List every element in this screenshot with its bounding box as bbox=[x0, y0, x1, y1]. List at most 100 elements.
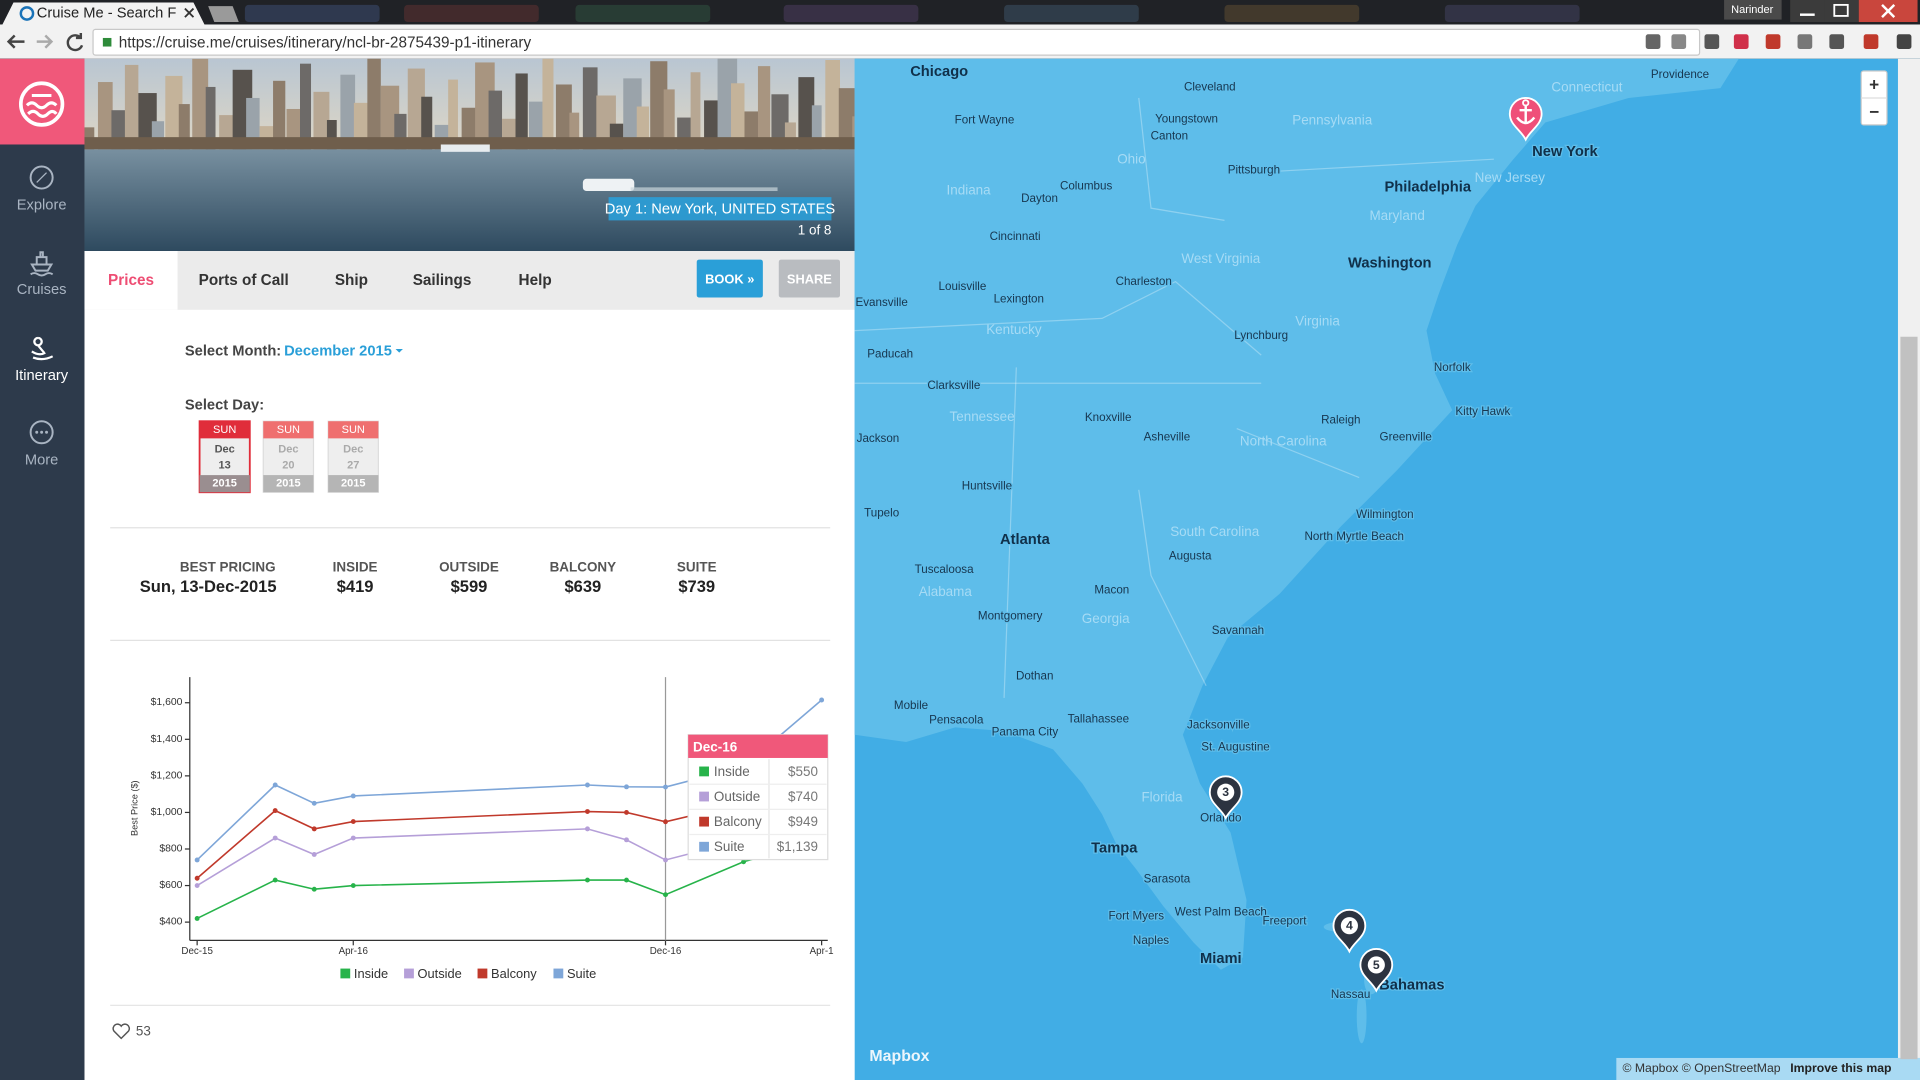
attribution[interactable]: © Mapbox © OpenStreetMap bbox=[1622, 1061, 1780, 1075]
hero-building bbox=[757, 66, 771, 150]
heart-icon[interactable] bbox=[112, 1023, 130, 1040]
x-tick-label: Apr-16 bbox=[339, 946, 369, 957]
hero-building bbox=[407, 68, 425, 150]
hero-building bbox=[340, 74, 356, 150]
tab[interactable]: Help bbox=[519, 272, 552, 289]
url-field[interactable] bbox=[92, 28, 1701, 56]
day-month: Dec bbox=[278, 443, 298, 455]
blurred-tab bbox=[1444, 4, 1580, 23]
legend-label: Outside bbox=[418, 966, 462, 981]
extension-icon[interactable] bbox=[1765, 34, 1781, 49]
map-label: Dothan bbox=[1016, 669, 1054, 682]
ferry-wake bbox=[630, 187, 778, 192]
series-point bbox=[350, 883, 356, 889]
extension-icon[interactable] bbox=[1704, 34, 1720, 49]
map-label: Kentucky bbox=[986, 322, 1042, 337]
map-label: West Palm Beach bbox=[1175, 906, 1267, 919]
series-point bbox=[624, 877, 629, 883]
reload-button[interactable] bbox=[66, 33, 84, 52]
map-land bbox=[854, 58, 1739, 970]
sidebar-label: Itinerary bbox=[15, 368, 69, 384]
hero-shore bbox=[84, 137, 855, 150]
anchor-icon bbox=[1516, 105, 1536, 125]
hero-building bbox=[811, 105, 822, 150]
series-point bbox=[663, 784, 668, 790]
tab[interactable]: Sailings bbox=[413, 272, 472, 289]
day-header bbox=[328, 421, 379, 439]
hero-building bbox=[97, 82, 113, 150]
series-point bbox=[272, 835, 278, 841]
scrollbar-thumb[interactable] bbox=[1900, 336, 1918, 1060]
map-label: Alabama bbox=[919, 584, 973, 599]
map-label: Pennsylvania bbox=[1292, 113, 1373, 128]
back-button[interactable] bbox=[6, 34, 25, 49]
map-label: Canton bbox=[1151, 129, 1189, 142]
active-tab bbox=[84, 251, 178, 310]
map-label: Montgomery bbox=[978, 609, 1043, 622]
series-point bbox=[194, 883, 200, 889]
tab-close bbox=[184, 7, 195, 18]
zoom-out[interactable]: − bbox=[1869, 101, 1879, 121]
map-label: Louisville bbox=[939, 280, 987, 293]
map-label: St. Augustine bbox=[1201, 740, 1270, 753]
hero-building bbox=[488, 90, 503, 150]
tab[interactable]: Prices bbox=[108, 272, 154, 289]
port-pin-face bbox=[1367, 956, 1385, 974]
hero-building bbox=[838, 88, 855, 150]
share-button[interactable] bbox=[778, 259, 840, 298]
minimize-button[interactable] bbox=[1790, 0, 1825, 23]
book-button[interactable] bbox=[696, 259, 763, 298]
map-label: Nassau bbox=[1331, 988, 1370, 1001]
tab[interactable]: Ship bbox=[335, 272, 368, 289]
extension-icon[interactable] bbox=[1733, 34, 1749, 49]
price-value: $639 bbox=[564, 577, 601, 596]
day-footer bbox=[199, 475, 250, 493]
hero-building bbox=[515, 73, 528, 150]
island bbox=[1356, 989, 1367, 1044]
hero-building bbox=[663, 89, 675, 150]
extension-icon[interactable] bbox=[1863, 34, 1879, 49]
map-label: Freeport bbox=[1263, 914, 1308, 927]
day-year: 2015 bbox=[212, 478, 237, 490]
map-label: New York bbox=[1532, 144, 1598, 160]
series-point bbox=[585, 782, 590, 788]
favicon bbox=[19, 6, 35, 21]
map-label: Bahamas bbox=[1379, 978, 1444, 994]
map-label: Pittsburgh bbox=[1228, 164, 1280, 177]
tooltip-name: Inside bbox=[714, 764, 750, 779]
forward-button[interactable] bbox=[36, 34, 54, 49]
legend-label: Balcony bbox=[491, 966, 537, 981]
extension-icon[interactable] bbox=[1896, 34, 1912, 49]
extension-icon[interactable] bbox=[1797, 34, 1813, 49]
tooltip-value: $740 bbox=[788, 789, 818, 804]
month-select[interactable]: December 2015 bbox=[284, 343, 392, 359]
day-header bbox=[199, 421, 250, 439]
map-label: Paducah bbox=[867, 347, 913, 360]
map-label: Jackson bbox=[857, 432, 900, 445]
extension-icon[interactable] bbox=[1671, 34, 1687, 49]
extension-icon[interactable] bbox=[1829, 34, 1845, 49]
port-pin-face bbox=[1217, 783, 1235, 801]
hero-building bbox=[326, 120, 337, 150]
day-weekday: SUN bbox=[277, 424, 300, 436]
extension-icon[interactable] bbox=[1645, 34, 1661, 49]
improve-map-link[interactable]: Improve this map bbox=[1790, 1061, 1891, 1075]
series-point bbox=[585, 809, 590, 814]
anchor-ring bbox=[1522, 99, 1530, 107]
series-point bbox=[585, 877, 590, 883]
maximize-button[interactable] bbox=[1824, 0, 1859, 23]
map-label: Sarasota bbox=[1144, 873, 1191, 886]
blurred-tab bbox=[1224, 4, 1360, 23]
map-label: Florida bbox=[1141, 790, 1183, 805]
zoom-in[interactable]: + bbox=[1869, 74, 1879, 94]
hero-building bbox=[771, 94, 789, 150]
day-label: Select Day: bbox=[185, 397, 264, 413]
map-label: Washington bbox=[1348, 255, 1432, 271]
logo-box[interactable] bbox=[0, 58, 85, 145]
tab[interactable]: Ports of Call bbox=[199, 272, 289, 289]
map-label: Connecticut bbox=[1551, 79, 1622, 94]
compass-needle bbox=[36, 172, 47, 183]
url-text: https://cruise.me/cruises/itinerary/ncl-… bbox=[119, 34, 532, 51]
